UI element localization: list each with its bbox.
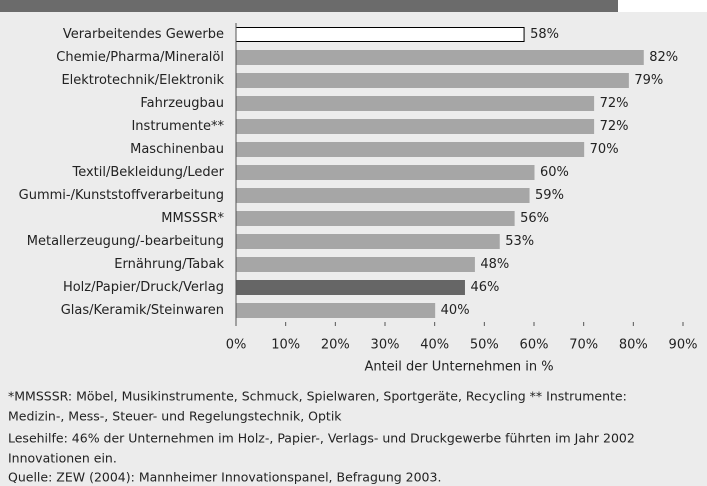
value-label: 82% <box>649 50 678 65</box>
y-tick-label: Fahrzeugbau <box>140 96 224 111</box>
bar <box>235 257 475 272</box>
bar <box>235 165 535 180</box>
bar <box>235 50 644 65</box>
bar <box>235 234 500 249</box>
x-tick-label: 40% <box>420 338 449 353</box>
y-tick-label: Metallerzeugung/-bearbeitung <box>27 234 224 249</box>
value-label: 53% <box>505 234 534 249</box>
value-label: 40% <box>441 303 470 318</box>
value-label: 72% <box>600 96 629 111</box>
footnote: *MMSSSR: Möbel, Musikinstrumente, Schmuc… <box>8 389 627 404</box>
top-box <box>618 0 707 12</box>
bar <box>235 119 595 134</box>
bar <box>235 303 436 318</box>
x-tick-label: 0% <box>226 338 247 353</box>
y-tick-label: Glas/Keramik/Steinwaren <box>61 303 224 318</box>
bar <box>235 73 629 88</box>
y-tick-label: Gummi-/Kunststoffverarbeitung <box>19 188 224 203</box>
top-band <box>0 0 707 12</box>
bar <box>235 211 515 226</box>
y-tick-label: Instrumente** <box>131 119 224 134</box>
value-label: 79% <box>634 73 663 88</box>
x-tick-label: 80% <box>619 338 648 353</box>
footnote: Quelle: ZEW (2004): Mannheimer Innovatio… <box>8 470 441 485</box>
footnote: Lesehilfe: 46% der Unternehmen im Holz-,… <box>8 431 635 446</box>
bar <box>235 280 465 295</box>
x-tick-label: 70% <box>569 338 598 353</box>
value-label: 70% <box>590 142 619 157</box>
y-tick-label: Textil/Bekleidung/Leder <box>71 165 224 180</box>
footnote: Innovationen ein. <box>8 451 117 466</box>
x-axis-title: Anteil der Unternehmen in % <box>364 360 553 375</box>
value-label: 46% <box>470 280 499 295</box>
value-label: 60% <box>540 165 569 180</box>
x-tick-label: 10% <box>271 338 300 353</box>
value-label: 56% <box>520 211 549 226</box>
y-tick-label: Elektrotechnik/Elektronik <box>61 73 224 88</box>
y-tick-label: Holz/Papier/Druck/Verlag <box>63 280 224 295</box>
footnote: Medizin-, Mess-, Steuer- und Regelungste… <box>8 409 342 424</box>
x-tick-label: 50% <box>470 338 499 353</box>
bar <box>235 188 530 203</box>
x-tick-label: 20% <box>321 338 350 353</box>
y-tick-label: Maschinenbau <box>130 142 224 157</box>
x-tick-label: 90% <box>669 338 698 353</box>
value-label: 72% <box>600 119 629 134</box>
value-label: 48% <box>480 257 509 272</box>
x-tick-label: 30% <box>371 338 400 353</box>
value-label: 58% <box>530 27 559 42</box>
y-tick-label: Chemie/Pharma/Mineralöl <box>56 50 224 65</box>
y-tick-label: MMSSSR* <box>161 211 224 226</box>
bar <box>235 27 525 42</box>
value-label: 59% <box>535 188 564 203</box>
x-tick-label: 60% <box>520 338 549 353</box>
y-tick-label: Verarbeitendes Gewerbe <box>63 27 224 42</box>
bar <box>235 142 585 157</box>
bar <box>235 96 595 111</box>
y-tick-label: Ernährung/Tabak <box>114 257 224 272</box>
